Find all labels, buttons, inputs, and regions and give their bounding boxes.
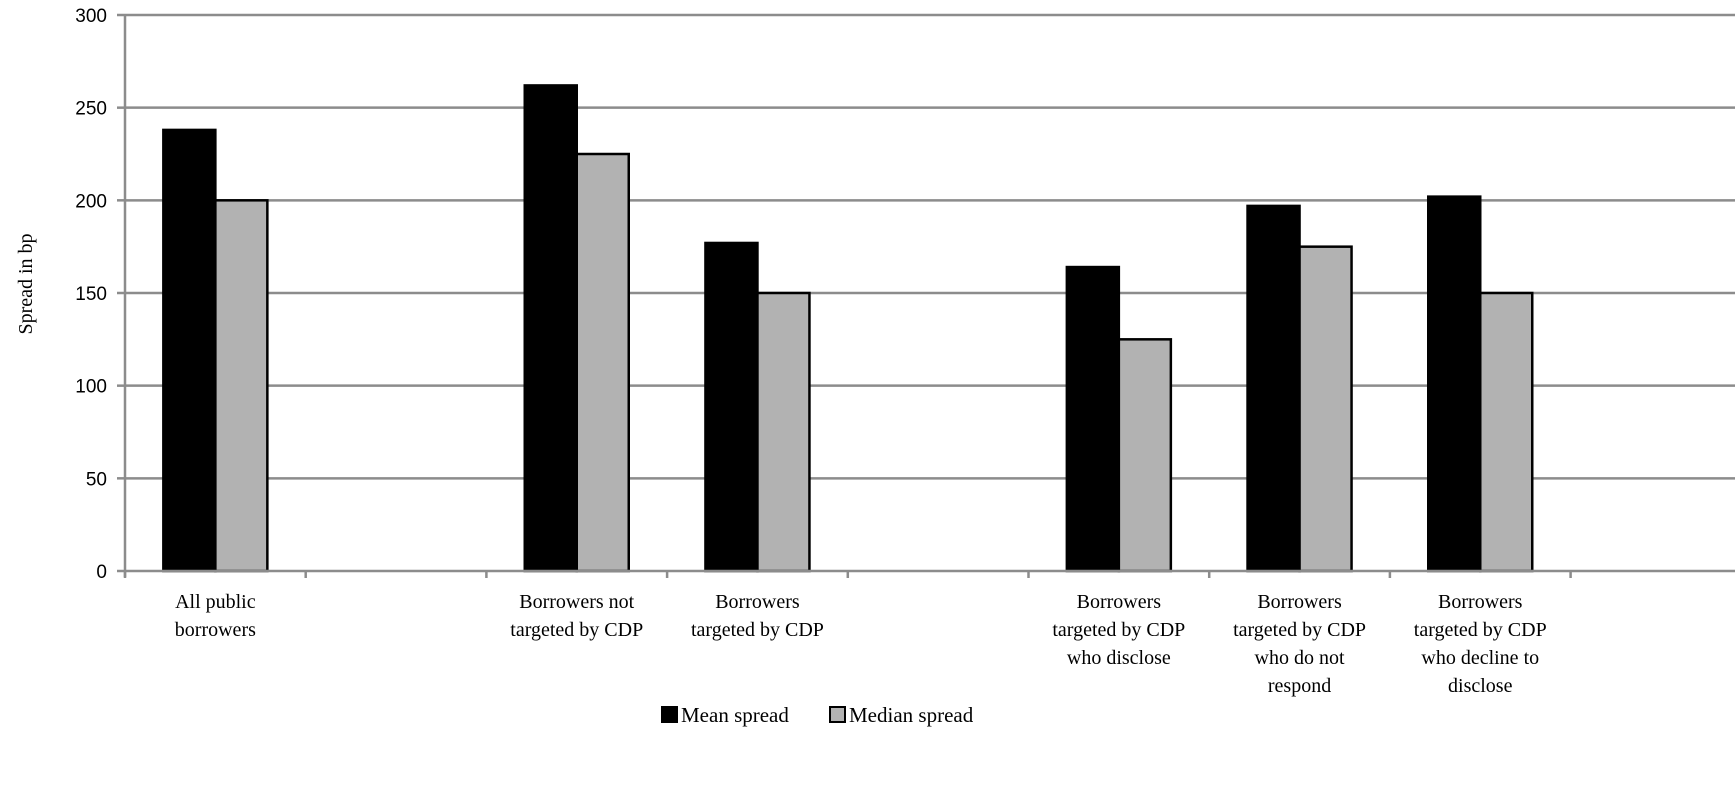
y-tick-label: 100 <box>75 377 107 398</box>
legend-label-median: Median spread <box>849 703 974 727</box>
category-label: Borrowers targeted by CDP who disclose <box>1052 591 1185 669</box>
median-spread-bar <box>1117 338 1173 573</box>
mean-spread-bar <box>523 84 578 573</box>
mean-spread-bar <box>704 241 759 573</box>
y-tick-label: 0 <box>96 562 107 583</box>
mean-spread-bar <box>162 128 217 573</box>
legend: Mean spread Median spread <box>661 703 974 727</box>
median-spread-bar <box>575 152 630 573</box>
median-spread-bar <box>756 291 811 573</box>
y-tick-label: 300 <box>75 6 107 27</box>
mean-spread-bar <box>1065 265 1121 573</box>
category-label: Borrowers not targeted by CDP <box>510 591 643 641</box>
category-label: Borrowers targeted by CDP who do not respon… <box>1233 591 1366 697</box>
median-spread-bar <box>214 199 269 573</box>
mean-spread-bar <box>1246 204 1301 573</box>
y-tick-label: 250 <box>75 99 107 120</box>
y-axis-label: Spread in bp <box>15 233 37 334</box>
legend-swatch-median <box>829 706 846 723</box>
category-label: All public borrowers <box>175 591 256 641</box>
axes <box>117 13 1735 578</box>
y-tick-labels: 0 50 100 150 200 250 300 <box>75 6 107 583</box>
median-spread-bar <box>1298 245 1353 573</box>
median-spread-bar <box>1479 291 1534 573</box>
category-label: Borrowers targeted by CDP who decline to di… <box>1414 591 1547 697</box>
y-tick-label: 200 <box>75 191 107 212</box>
bars <box>162 84 1534 573</box>
y-tick-label: 150 <box>75 284 107 305</box>
category-labels: All public borrowers Borrowers not targeted… <box>175 591 1547 697</box>
category-label: Borrowers targeted by CDP <box>691 591 824 641</box>
legend-label-mean: Mean spread <box>681 703 789 727</box>
legend-swatch-mean <box>661 706 678 723</box>
y-tick-label: 50 <box>86 469 107 490</box>
mean-spread-bar <box>1427 195 1482 573</box>
